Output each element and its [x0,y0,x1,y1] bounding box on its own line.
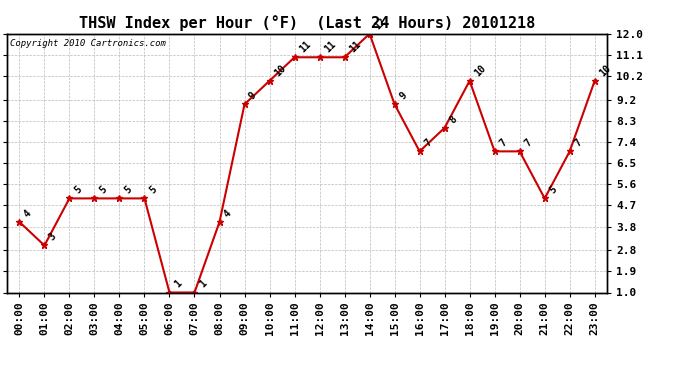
Text: 7: 7 [422,137,433,148]
Text: 12: 12 [373,16,388,31]
Text: 10: 10 [473,63,488,78]
Text: 7: 7 [573,137,584,148]
Text: 1: 1 [172,279,184,290]
Text: 4: 4 [22,208,33,219]
Title: THSW Index per Hour (°F)  (Last 24 Hours) 20101218: THSW Index per Hour (°F) (Last 24 Hours)… [79,15,535,31]
Text: 11: 11 [347,39,363,54]
Text: 4: 4 [222,208,233,219]
Text: 9: 9 [247,90,259,102]
Text: Copyright 2010 Cartronics.com: Copyright 2010 Cartronics.com [10,39,166,48]
Text: 5: 5 [122,184,133,196]
Text: 1: 1 [197,279,208,290]
Text: 5: 5 [72,184,83,196]
Text: 8: 8 [447,114,459,125]
Text: 5: 5 [97,184,108,196]
Text: 11: 11 [322,39,337,54]
Text: 10: 10 [273,63,288,78]
Text: 9: 9 [397,90,408,102]
Text: 3: 3 [47,231,59,243]
Text: 5: 5 [147,184,159,196]
Text: 7: 7 [522,137,533,148]
Text: 10: 10 [598,63,613,78]
Text: 7: 7 [497,137,509,148]
Text: 11: 11 [297,39,313,54]
Text: 5: 5 [547,184,559,196]
